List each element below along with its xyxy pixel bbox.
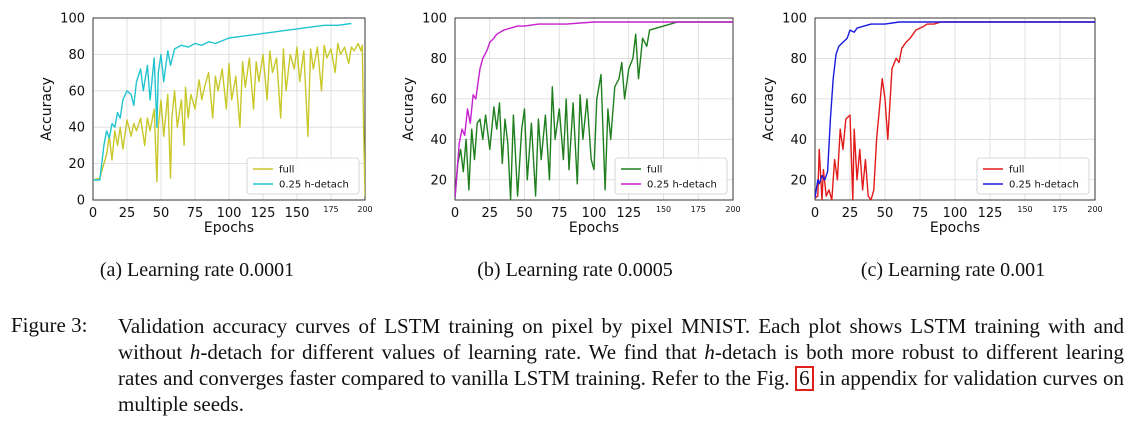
legend (246, 157, 360, 195)
caption-text-2: -detach for different values of learning… (200, 340, 705, 364)
x-tick-label: 25 (119, 206, 136, 221)
legend (614, 157, 728, 195)
x-tick-label: 50 (516, 206, 533, 221)
chart-b: 0 25 50 75 100 125 150 175 20020406080100EpochsA… (401, 12, 741, 237)
x-tick-label: 150 (656, 205, 671, 214)
y-tick-label: 100 (422, 12, 447, 27)
x-tick-label: 150 (1017, 205, 1032, 214)
series-line-h-detach (93, 22, 352, 181)
y-axis-label: Accuracy (761, 77, 777, 141)
y-tick-label: 100 (782, 12, 807, 27)
y-tick-label: 60 (430, 92, 447, 107)
y-tick-label: 0 (77, 194, 85, 209)
legend-entry: full (279, 165, 294, 176)
y-tick-label: 40 (430, 133, 447, 148)
chart-a: 0 25 50 75 100 125 150 175 200020406080100Epochs… (39, 12, 373, 237)
y-tick-label: 60 (68, 84, 85, 99)
legend-entry: full (647, 165, 662, 176)
series-line-h-detach (455, 21, 733, 199)
y-tick-label: 20 (790, 173, 807, 188)
x-tick-label: 75 (187, 206, 204, 221)
y-tick-label: 40 (68, 121, 85, 136)
x-axis-label: Epochs (204, 220, 254, 236)
x-axis-label: Epochs (569, 220, 619, 236)
x-axis-label: Epochs (930, 220, 980, 236)
x-tick-label: 125 (251, 206, 276, 221)
x-tick-label: 175 (323, 205, 338, 214)
figure-caption: Validation accuracy curves of LSTM train… (118, 313, 1124, 417)
y-tick-label: 20 (68, 157, 85, 172)
x-tick-label: 175 (1052, 205, 1067, 214)
x-tick-label: 0 (811, 206, 819, 221)
x-tick-label: 175 (691, 205, 706, 214)
x-tick-label: 125 (978, 206, 1003, 221)
y-tick-label: 80 (790, 52, 807, 67)
x-tick-label: 200 (1087, 205, 1102, 214)
x-tick-label: 50 (877, 206, 894, 221)
series-line-full (455, 21, 733, 200)
caption-text-4: in appendix for validation curves on mul… (118, 366, 1124, 416)
y-tick-label: 80 (430, 52, 447, 67)
y-axis-label: Accuracy (401, 77, 417, 141)
subcaption-a: (a) Learning rate 0.0001 (99, 259, 295, 281)
figure-6-link[interactable]: 6 (795, 366, 814, 391)
legend-entry: full (1009, 165, 1024, 176)
caption-label: Figure 3: (11, 313, 88, 337)
x-tick-label: 125 (616, 206, 641, 221)
x-tick-label: 150 (285, 206, 310, 221)
series-line-full (93, 42, 365, 197)
plot-frame (92, 17, 366, 201)
y-tick-label: 20 (430, 173, 447, 188)
x-tick-label: 50 (153, 206, 170, 221)
x-tick-label: 100 (217, 206, 242, 221)
chart-panel-a: 0 25 50 75 100 125 150 175 200 0 20 40 60 80 100 Epochs… (0, 0, 378, 250)
y-tick-label: 100 (60, 12, 85, 27)
x-tick-label: 75 (912, 206, 929, 221)
y-tick-label: 60 (790, 92, 807, 107)
x-tick-label: 0 (89, 206, 97, 221)
chart-panel-b: 0 25 50 75 100 125 150 175 200 20 40 60 80 100 Epochs A… (378, 0, 756, 250)
caption-text-1: Validation accuracy curves of LSTM train… (118, 314, 1124, 364)
y-tick-label: 40 (790, 133, 807, 148)
series-line-full (815, 21, 1095, 200)
x-tick-label: 200 (725, 205, 740, 214)
caption-h-2: h (704, 340, 715, 364)
y-axis-label: Accuracy (39, 77, 55, 141)
y-tick-label: 80 (68, 48, 85, 63)
plot-frame (814, 17, 1096, 201)
subcaption-b: (b) Learning rate 0.0005 (477, 259, 673, 281)
subcaption-c: (c) Learning rate 0.001 (860, 259, 1046, 281)
x-tick-label: 100 (582, 206, 607, 221)
legend-entry: 0.25 h-detach (279, 180, 349, 191)
legend (976, 157, 1090, 195)
series-line-h-detach (815, 21, 1095, 199)
legend-entry: 0.25 h-detach (647, 180, 717, 191)
x-tick-label: 25 (481, 206, 498, 221)
legend-entry: 0.25 h-detach (1009, 180, 1079, 191)
plot-frame (454, 17, 734, 201)
caption-text-3: -detach is both more robust to different… (118, 340, 1124, 390)
x-tick-label: 0 (451, 206, 459, 221)
x-tick-label: 25 (842, 206, 859, 221)
chart-c: 0 25 50 75 100 125 150 175 20020406080100EpochsA… (761, 12, 1103, 237)
x-tick-label: 100 (943, 206, 968, 221)
chart-panel-c: 0 25 50 75 100 125 150 175 200 20 40 60 80 100 Epochs A… (756, 0, 1134, 250)
x-tick-label: 200 (357, 205, 372, 214)
x-tick-label: 75 (551, 206, 568, 221)
caption-h-1: h (189, 340, 201, 364)
